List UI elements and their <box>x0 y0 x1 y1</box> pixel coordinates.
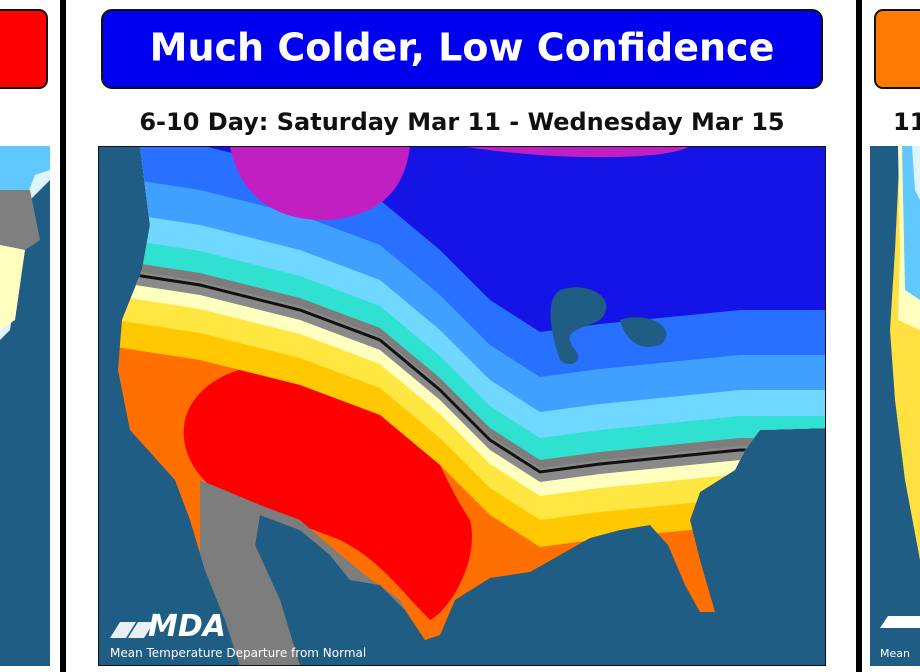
lake <box>550 287 607 365</box>
caption: Mean Temperature Departure from Normal <box>110 646 366 660</box>
banner <box>874 9 920 89</box>
logo-mark <box>110 622 154 638</box>
left-panel <box>0 9 50 666</box>
banner <box>0 9 48 89</box>
temp-band <box>230 146 410 221</box>
map-region <box>0 245 25 330</box>
subtitle: 11 <box>893 108 920 136</box>
center-panel: Much Colder, Low Confidence 6-10 Day: Sa… <box>98 9 826 666</box>
lake <box>620 317 667 348</box>
logo-mark <box>880 616 920 628</box>
logo: MDA <box>148 609 226 644</box>
banner-title: Much Colder, Low Confidence <box>150 26 775 70</box>
right-panel: 11 Mean <box>870 9 920 666</box>
map <box>98 146 826 666</box>
banner <box>101 9 823 89</box>
map-region <box>912 146 920 200</box>
map-region <box>0 190 40 250</box>
temp-band <box>460 146 690 158</box>
caption: Mean <box>880 647 910 660</box>
separator <box>856 0 862 672</box>
subtitle: 6-10 Day: Saturday Mar 11 - Wednesday Ma… <box>139 108 784 136</box>
separator <box>60 0 66 672</box>
zero-line <box>118 266 826 474</box>
temp-band <box>118 146 826 332</box>
